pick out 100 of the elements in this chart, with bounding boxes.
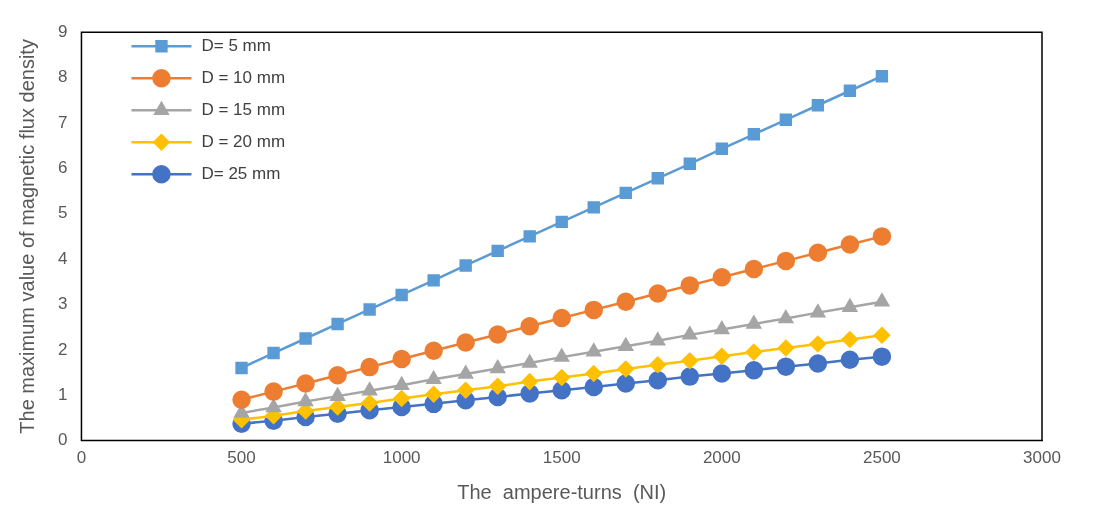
point: [490, 360, 505, 374]
point: [648, 371, 668, 390]
point: [872, 227, 892, 246]
point: [874, 293, 890, 307]
point: [328, 366, 347, 385]
point: [810, 304, 826, 318]
y-tick-label: 2: [57, 339, 68, 359]
y-tick-label: 6: [57, 158, 68, 178]
point: [712, 364, 732, 383]
point: [808, 243, 828, 262]
point: [811, 99, 825, 112]
point: [649, 356, 667, 374]
point: [554, 348, 570, 362]
point: [875, 70, 889, 83]
point: [680, 276, 700, 295]
y-tick-label: 4: [57, 248, 68, 268]
point: [584, 377, 603, 397]
point: [521, 373, 538, 390]
y-tick-label: 9: [57, 21, 68, 41]
point: [458, 365, 473, 379]
y-tick-label: 3: [57, 294, 68, 314]
point: [681, 352, 699, 369]
y-tick-label: 5: [57, 203, 68, 223]
legend-label: D= 5 mm: [201, 35, 271, 55]
point: [585, 365, 602, 382]
point: [617, 360, 635, 378]
point: [523, 230, 536, 243]
point: [427, 274, 440, 287]
point: [584, 300, 603, 320]
point: [330, 387, 345, 401]
point: [651, 172, 664, 185]
point: [267, 346, 280, 360]
point: [840, 235, 860, 254]
point: [873, 327, 891, 344]
point: [746, 315, 762, 329]
point: [235, 361, 248, 375]
point: [842, 298, 858, 312]
point: [616, 292, 636, 311]
point: [714, 321, 730, 335]
y-tick-label: 7: [57, 112, 68, 132]
point: [840, 350, 860, 370]
point: [648, 284, 668, 303]
point: [777, 339, 795, 357]
point: [491, 244, 504, 258]
x-tick-label: 1500: [542, 448, 581, 468]
legend-label: D= 25 mm: [201, 163, 281, 183]
point: [395, 288, 408, 302]
point: [618, 337, 634, 351]
point: [232, 390, 251, 410]
x-tick-label: 1000: [382, 448, 421, 468]
point: [456, 333, 475, 352]
x-tick-label: 500: [227, 448, 256, 468]
point: [616, 374, 636, 393]
point: [713, 347, 731, 365]
point: [552, 308, 571, 328]
point: [779, 113, 793, 126]
point: [552, 380, 571, 400]
point: [715, 142, 729, 156]
point: [362, 382, 377, 396]
point: [426, 371, 441, 385]
point: [299, 332, 312, 345]
point: [555, 215, 568, 229]
point: [650, 332, 666, 346]
x-tick-label: 2500: [863, 448, 901, 468]
point: [712, 267, 732, 287]
point: [361, 394, 378, 412]
legend-label: D = 15 mm: [201, 99, 286, 119]
point: [425, 386, 442, 403]
point: [520, 317, 539, 336]
point: [266, 399, 281, 413]
point: [809, 335, 827, 353]
point: [619, 186, 632, 200]
point: [776, 251, 796, 271]
point: [360, 357, 379, 377]
point: [459, 259, 472, 272]
point: [872, 347, 892, 366]
point: [394, 376, 409, 390]
x-axis-title: The ampere-turns (NI): [457, 480, 667, 503]
point: [393, 390, 410, 407]
point: [424, 341, 443, 360]
legend-label: D = 20 mm: [201, 131, 286, 151]
y-tick-label: 8: [57, 67, 68, 87]
point: [586, 343, 602, 357]
point: [680, 367, 700, 386]
y-axis-title: The maximum value of magnetic flux density: [15, 39, 38, 434]
x-tick-label: 0: [76, 448, 87, 468]
point: [776, 357, 796, 376]
point: [745, 343, 763, 361]
point: [331, 317, 344, 331]
point: [298, 393, 313, 407]
x-tick-label: 2000: [702, 448, 741, 468]
point: [843, 84, 857, 97]
point: [744, 259, 764, 279]
point: [522, 354, 538, 368]
point: [808, 354, 828, 373]
y-tick-label: 1: [57, 384, 68, 404]
point: [744, 361, 764, 380]
point: [841, 331, 859, 348]
y-tick-label: 0: [57, 430, 68, 450]
point: [778, 310, 794, 324]
